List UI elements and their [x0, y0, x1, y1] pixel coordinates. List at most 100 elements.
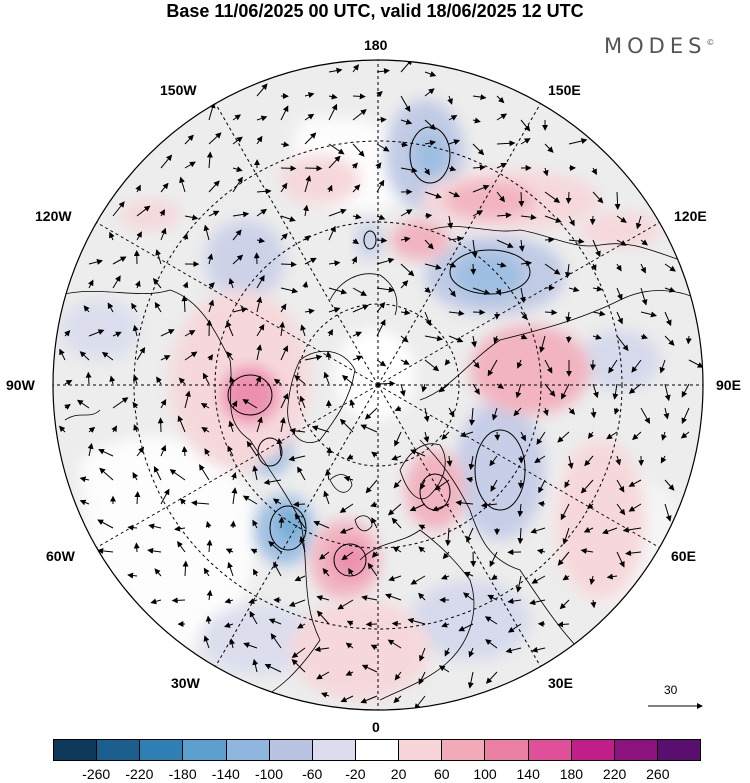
- wind-vector: [256, 344, 263, 361]
- wind-vector: [279, 417, 286, 433]
- wind-vector: [160, 329, 175, 337]
- wind-vector: [640, 407, 650, 424]
- wind-vector: [592, 191, 604, 204]
- wind-vector: [337, 599, 354, 610]
- wind-vector: [391, 517, 402, 529]
- wind-vector: [583, 527, 594, 533]
- wind-vector: [348, 567, 354, 577]
- wind-vector: [616, 503, 626, 516]
- wind-vector: [181, 446, 188, 457]
- wind-vector: [580, 548, 594, 555]
- wind-vector: [147, 547, 162, 554]
- wind-vector: [589, 575, 596, 585]
- wind-vector: [184, 134, 194, 145]
- wind-vector: [567, 455, 574, 470]
- wind-vector: [280, 182, 288, 193]
- wind-vector: [448, 335, 464, 343]
- wind-vector: [448, 165, 457, 172]
- wind-vector: [136, 346, 146, 361]
- wind-vector: [400, 236, 411, 243]
- wind-vector: [688, 359, 703, 368]
- wind-vector: [544, 143, 554, 153]
- wind-vector: [351, 162, 358, 169]
- wind-vector: [520, 138, 531, 145]
- wind-vector: [109, 375, 116, 385]
- wind-vector: [371, 551, 379, 558]
- wind-vector: [616, 479, 625, 493]
- wind-vector: [400, 167, 418, 174]
- wind-vector: [424, 212, 433, 219]
- wind-vector: [590, 599, 597, 609]
- wind-vector: [628, 479, 642, 487]
- wind-vector: [513, 407, 522, 417]
- wind-vector: [184, 351, 198, 361]
- wind-vector: [340, 695, 354, 703]
- meridian-line: [377, 384, 541, 667]
- wind-vector: [466, 527, 474, 543]
- wind-vector: [273, 561, 282, 577]
- wind-vector: [530, 527, 546, 534]
- wind-vector: [538, 479, 546, 494]
- wind-vector: [326, 446, 333, 457]
- wind-vector: [391, 454, 402, 461]
- wind-vector: [203, 567, 210, 577]
- colorbar-tick-label: -220: [125, 766, 154, 782]
- wind-vector: [491, 574, 498, 580]
- wind-vector: [294, 513, 306, 529]
- wind-vector: [345, 642, 354, 649]
- wind-vector: [232, 306, 248, 313]
- wind-vector: [561, 383, 570, 400]
- wind-vector: [224, 622, 234, 628]
- coastlines: [59, 226, 701, 706]
- wind-vector: [544, 191, 561, 203]
- wind-vector: [394, 405, 402, 412]
- wind-vector: [179, 176, 186, 193]
- wind-vector: [256, 237, 266, 244]
- wind-vector: [534, 455, 546, 464]
- wind-vector: [664, 479, 675, 491]
- wind-vector: [367, 562, 378, 577]
- wind-vector: [584, 455, 594, 467]
- wind-vector: [438, 383, 450, 393]
- wind-vector: [249, 610, 258, 625]
- wind-vector: [664, 503, 672, 522]
- wind-vector: [531, 646, 546, 653]
- colorbar-swatch: [656, 740, 701, 760]
- wind-vector: [472, 309, 486, 316]
- wind-vector: [256, 275, 265, 289]
- lon-label-90w: 90W: [6, 377, 35, 393]
- wind-vector: [136, 205, 151, 217]
- meridian-line: [96, 222, 379, 386]
- wind-vector: [441, 431, 450, 441]
- wind-vector: [112, 201, 125, 217]
- wind-vector: [463, 592, 474, 601]
- wind-vector: [560, 503, 570, 521]
- colorbar-tick-label: 60: [434, 766, 450, 782]
- wind-vector: [424, 335, 444, 342]
- wind-vector: [58, 425, 66, 433]
- wind-vector: [97, 547, 114, 554]
- wind-vector: [177, 540, 186, 553]
- wind-vector: [178, 377, 186, 385]
- wind-vector: [424, 71, 437, 77]
- wind-vector: [364, 407, 378, 420]
- wind-vector: [685, 335, 692, 345]
- wind-vector: [442, 551, 450, 560]
- wind-vector: [394, 671, 402, 681]
- wind-vector: [229, 638, 236, 649]
- wind-vector: [424, 359, 440, 372]
- wind-vector: [400, 335, 409, 343]
- wind-vector: [79, 476, 90, 483]
- wind-vector: [88, 329, 105, 337]
- wind-vector: [206, 589, 213, 601]
- wind-vector: [507, 623, 522, 633]
- wind-vector: [438, 665, 450, 673]
- wind-vector: [424, 119, 436, 131]
- wind-vector: [441, 621, 450, 628]
- wind-vector: [496, 191, 506, 203]
- wind-vector: [299, 395, 306, 409]
- wind-vector: [182, 232, 189, 241]
- wind-vector: [292, 501, 306, 508]
- wind-vector: [448, 191, 461, 198]
